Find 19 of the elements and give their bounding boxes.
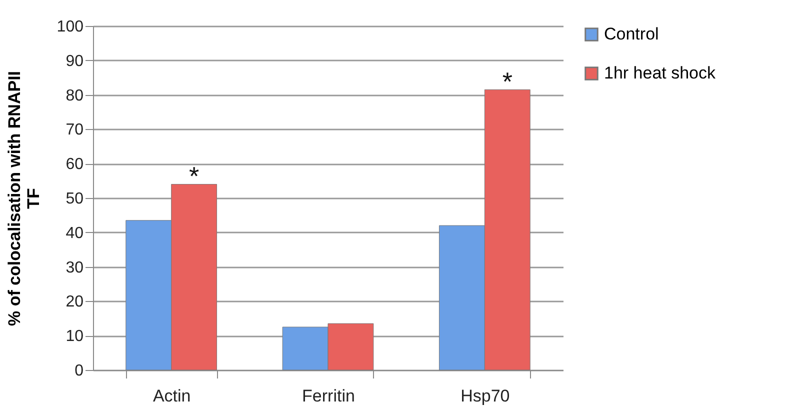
y-tick-label: 60 [66,156,84,174]
y-tick-label: 70 [66,122,84,139]
y-tick-label: 0 [74,362,84,380]
y-tick-label: 10 [66,328,84,346]
x-tick-label: Actin [152,386,191,406]
legend-label: 1hr heat shock [604,64,716,82]
y-tick-label: 30 [66,259,84,276]
annotation: * [188,161,200,192]
x-tick-label: Hsp70 [460,386,510,406]
y-tick-label: 40 [66,224,84,242]
legend-label: Control [604,24,659,44]
y-tick-label: 90 [66,52,84,70]
y-tick-label: 80 [66,87,84,104]
y-tick-label: 100 [56,18,84,36]
x-tick-label: Ferritin [302,386,355,406]
y-axis-title: % of colocalisation with RNAPII TF [4,70,43,326]
y-tick-label: 50 [66,190,84,208]
annotation: * [502,66,512,97]
y-tick-label: 20 [66,294,84,311]
